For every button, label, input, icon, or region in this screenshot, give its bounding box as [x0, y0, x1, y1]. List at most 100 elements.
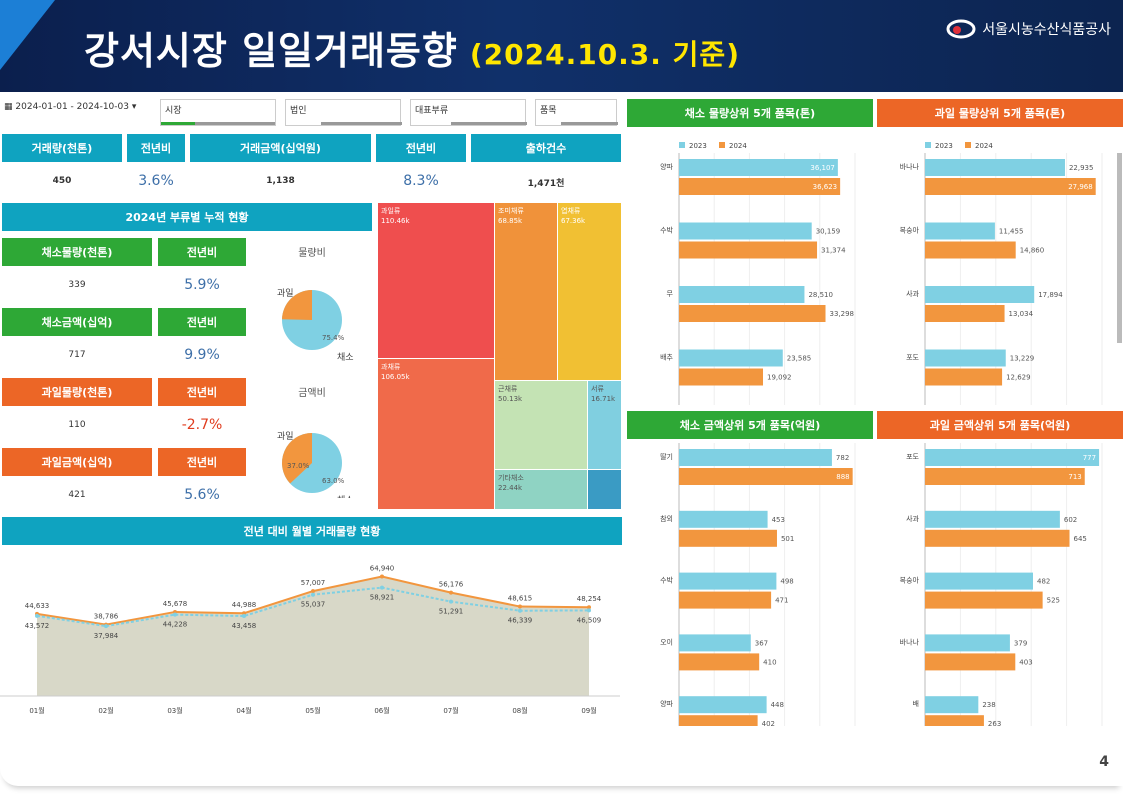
data-label-series-b: 51,291 — [439, 608, 464, 616]
category-filter-label: 대표부류 — [415, 106, 449, 116]
bar-value-label: 403 — [1019, 658, 1032, 666]
y-category-label: 참외 — [660, 514, 673, 523]
corp-filter[interactable]: 법인 — [285, 99, 402, 126]
treemap-cell — [558, 203, 621, 380]
logo-icon — [946, 19, 976, 39]
bar-2024 — [925, 468, 1085, 485]
legend-swatch — [719, 142, 725, 148]
data-label-series-b: 43,572 — [25, 622, 50, 630]
point-series-a — [587, 605, 591, 610]
treemap-cell — [495, 470, 587, 509]
bar-value-label: 379 — [1014, 639, 1027, 647]
kpi-amount-label: 거래금액(십억원) — [190, 134, 371, 162]
cum-row-label: 과일물량(천톤) — [2, 378, 152, 406]
legend-label: 2024 — [729, 142, 747, 150]
bar-value-label: 13,034 — [1009, 310, 1034, 318]
bar-value-label: 27,968 — [1068, 183, 1093, 191]
bar-value-label: 453 — [772, 516, 785, 524]
y-category-label: 수박 — [660, 226, 673, 235]
y-category-label: 사과 — [906, 514, 919, 523]
bar-value-label: 23,585 — [787, 355, 812, 363]
market-filter[interactable]: 시장 — [160, 99, 276, 126]
pie-title: 물량비 — [298, 247, 326, 259]
x-tick-label: 01월 — [29, 706, 44, 715]
bar-value-label: 30,159 — [816, 228, 841, 236]
y-category-label: 양파 — [660, 162, 673, 171]
bar-2024 — [925, 241, 1016, 259]
date-range-filter[interactable]: ▦ 2024-01-01 - 2024-10-03 ▾ — [0, 99, 150, 126]
bar-2023 — [925, 572, 1033, 590]
bar-value-label: 19,092 — [767, 374, 792, 382]
cum-row-yoy-label: 전년비 — [158, 448, 246, 476]
pie-fruit-label: 과일 — [277, 431, 294, 442]
bar-value-label: 525 — [1047, 597, 1060, 605]
market-filter-label: 시장 — [165, 106, 182, 116]
data-label-series-a: 48,254 — [577, 595, 602, 603]
filter-bar-bg — [321, 122, 402, 125]
bar-2024 — [925, 653, 1016, 671]
kpi-amount-value: 1,138 — [266, 176, 295, 186]
data-label-series-b: 55,037 — [301, 601, 326, 609]
y-category-label: 복숭아 — [900, 576, 920, 585]
bar-2023 — [679, 449, 832, 466]
bar-2023 — [925, 510, 1060, 528]
item-filter[interactable]: 품목 — [535, 99, 618, 126]
legend-label: 2024 — [975, 142, 993, 150]
bar-2024 — [925, 305, 1005, 322]
logo-text: 서울시농수산식품공사 — [982, 22, 1111, 38]
legend-label: 2023 — [935, 142, 953, 150]
bar-2023 — [679, 510, 768, 528]
monthly-area-chart: 01월 44,633 43,572 02월 38,786 37,984 03월 45,678 4… — [0, 565, 620, 715]
kpi-shipments-value: 1,471천 — [527, 179, 565, 189]
bar-2023 — [679, 572, 777, 590]
bar-value-label: 238 — [982, 701, 995, 709]
kpi-volume-value: 450 — [52, 176, 72, 186]
bar-value-label: 888 — [836, 473, 849, 481]
data-label-series-a: 44,633 — [25, 602, 50, 610]
data-label-series-a: 57,007 — [301, 579, 326, 587]
bar-value-label: 367 — [755, 639, 768, 647]
bar-value-label: 36,107 — [810, 164, 835, 172]
cum-row-yoy-label: 전년비 — [158, 238, 246, 266]
cum-row-yoy: 9.9% — [184, 347, 220, 363]
title-date: (2024.10.3. 기준) — [469, 38, 740, 71]
kpi-shipments-label: 출하건수 — [471, 134, 621, 162]
cum-row-yoy-label: 전년비 — [158, 308, 246, 336]
point-series-b — [311, 592, 315, 597]
point-series-a — [518, 604, 522, 609]
monthly-title: 전년 대비 월별 거래물량 현황 — [2, 517, 622, 545]
bar-value-label: 645 — [1074, 535, 1087, 543]
corp-filter-label: 법인 — [290, 106, 307, 116]
bar-2024 — [925, 529, 1070, 547]
bar-2023 — [925, 449, 1100, 466]
slide-footer — [0, 726, 1123, 786]
data-label-series-b: 43,458 — [232, 622, 257, 630]
y-category-label: 복숭아 — [900, 226, 920, 235]
top-items-bar-chart: 2023 2024 양파 36,107 36,623 수박 30,159 31,374 무 28,… — [660, 142, 856, 405]
pie-fruit-pct: 37.0% — [287, 462, 310, 470]
treemap-cell-value: 22.44k — [498, 484, 523, 492]
x-tick-label: 07월 — [443, 706, 458, 715]
cumulative-title: 2024년 부류별 누적 현황 — [2, 203, 372, 231]
treemap-cell-name: 근채류 — [498, 384, 518, 393]
bar-2023 — [925, 634, 1010, 652]
bar-value-label: 777 — [1083, 454, 1096, 462]
treemap-cell-value: 50.13k — [498, 395, 523, 403]
bar-2024 — [925, 591, 1043, 609]
bar-2023 — [925, 159, 1065, 176]
bar-value-label: 782 — [836, 454, 849, 462]
item-filter-label: 품목 — [540, 106, 557, 116]
point-series-b — [35, 613, 39, 618]
top-items-bar-chart: 딸기 782 888 참외 453 501 수박 498 471 오이 367 410 양파 448 402 — [660, 443, 856, 750]
cum-row-label: 과일금액(십억) — [2, 448, 152, 476]
legend-swatch — [925, 142, 931, 148]
date-range-text: 2024-01-01 - 2024-10-03 — [15, 102, 129, 112]
category-treemap: 과일류 110.46k 조미채류 68.85k 엽채류 67.36k 과채류 106.05k 근… — [378, 203, 621, 509]
chevron-down-icon: ▾ — [131, 102, 137, 112]
data-label-series-a: 45,678 — [163, 600, 188, 608]
category-filter[interactable]: 대표부류 — [410, 99, 527, 126]
kpi-amount-yoy-label: 전년비 — [376, 134, 466, 162]
point-series-b — [449, 599, 453, 604]
bar-value-label: 713 — [1068, 473, 1081, 481]
bar-value-label: 602 — [1064, 516, 1077, 524]
